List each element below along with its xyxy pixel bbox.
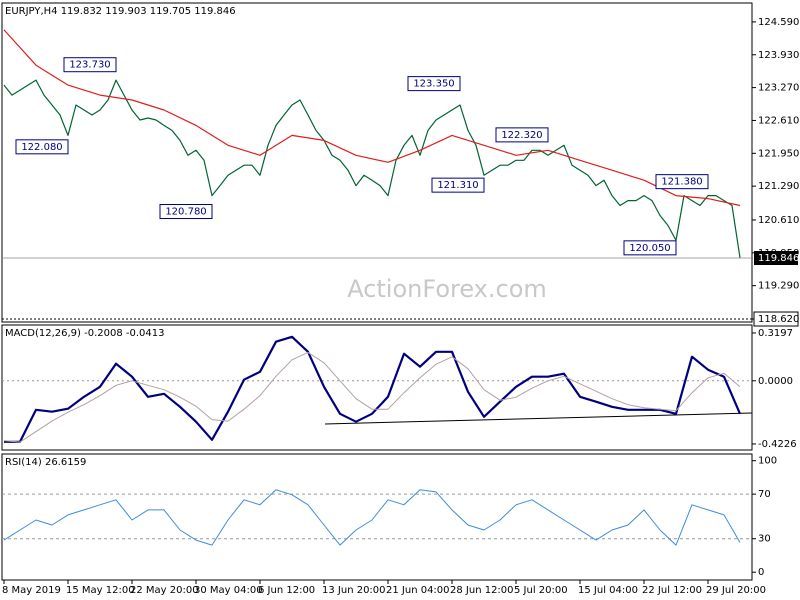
y-tick-label: 123.930 — [758, 50, 799, 61]
panel-frame — [1, 453, 753, 581]
series-line — [3, 351, 741, 443]
y-tick-label: -0.4226 — [758, 439, 797, 450]
y-tick-label: 70 — [758, 489, 771, 500]
annotation-label: 120.780 — [165, 207, 206, 218]
series-line — [3, 489, 741, 546]
y-tick-label: 119.290 — [758, 281, 799, 292]
annotation-box — [15, 139, 69, 155]
panel-frame — [1, 2, 753, 323]
x-tick-label: 28 Jun 12:00 — [450, 585, 514, 596]
last-price-label: 119.846 — [758, 253, 799, 264]
trendline — [324, 412, 753, 425]
x-tick-label: 8 May 2019 — [2, 585, 61, 596]
watermark: ActionForex.com — [347, 275, 547, 303]
x-tick-label: 29 Jul 20:00 — [706, 585, 766, 596]
x-tick-label: 15 Jul 04:00 — [578, 585, 638, 596]
y-tick-label: 118.620 — [758, 314, 799, 325]
x-tick-label: 13 Jun 20:00 — [322, 585, 386, 596]
panel-title: EURJPY,H4 119.832 119.903 119.705 119.84… — [5, 6, 236, 17]
annotation-label: 120.050 — [629, 243, 670, 254]
y-tick-label: 123.270 — [758, 83, 799, 94]
y-tick-label: 121.950 — [758, 148, 799, 159]
x-tick-label: 22 Jul 12:00 — [642, 585, 702, 596]
x-tick-label: 15 May 12:00 — [66, 585, 135, 596]
panel-frame — [1, 324, 753, 451]
y-tick-label: 121.290 — [758, 181, 799, 192]
panel-title: MACD(12,26,9) -0.2008 -0.0413 — [5, 328, 165, 339]
annotation-label: 123.730 — [69, 60, 110, 71]
y-tick-label: 0 — [758, 567, 764, 578]
annotation-box — [623, 240, 677, 256]
panel-title: RSI(14) 26.6159 — [5, 457, 86, 468]
y-tick-label: 120.610 — [758, 215, 799, 226]
x-tick-label: 30 May 04:00 — [194, 585, 263, 596]
annotation-box — [655, 174, 709, 190]
y-tick-label: 0.3197 — [758, 328, 793, 339]
series-line — [4, 335, 742, 443]
y-tick-label: 124.590 — [758, 17, 799, 28]
series-line — [3, 79, 741, 258]
annotation-box — [63, 57, 117, 73]
y-tick-label: 0.0000 — [758, 376, 793, 387]
x-tick-label: 6 Jun 12:00 — [258, 585, 315, 596]
x-tick-label: 21 Jun 04:00 — [386, 585, 450, 596]
x-tick-label: 22 May 20:00 — [130, 585, 199, 596]
y-tick-label: 30 — [758, 534, 771, 545]
annotation-box — [407, 76, 461, 92]
annotation-box — [159, 204, 213, 220]
annotation-box — [431, 177, 485, 193]
annotation-label: 121.380 — [661, 177, 702, 188]
annotation-label: 122.320 — [501, 130, 542, 141]
annotation-label: 121.310 — [437, 180, 478, 191]
last-price-box — [754, 251, 798, 266]
series-line — [3, 29, 741, 207]
annotation-label: 123.350 — [413, 79, 454, 90]
annotation-label: 122.080 — [21, 142, 62, 153]
x-tick-label: 5 Jul 20:00 — [514, 585, 568, 596]
y-tick-box — [753, 311, 799, 327]
y-tick-label: 122.610 — [758, 115, 799, 126]
y-tick-label: 100 — [758, 456, 777, 467]
annotation-box — [495, 127, 549, 143]
